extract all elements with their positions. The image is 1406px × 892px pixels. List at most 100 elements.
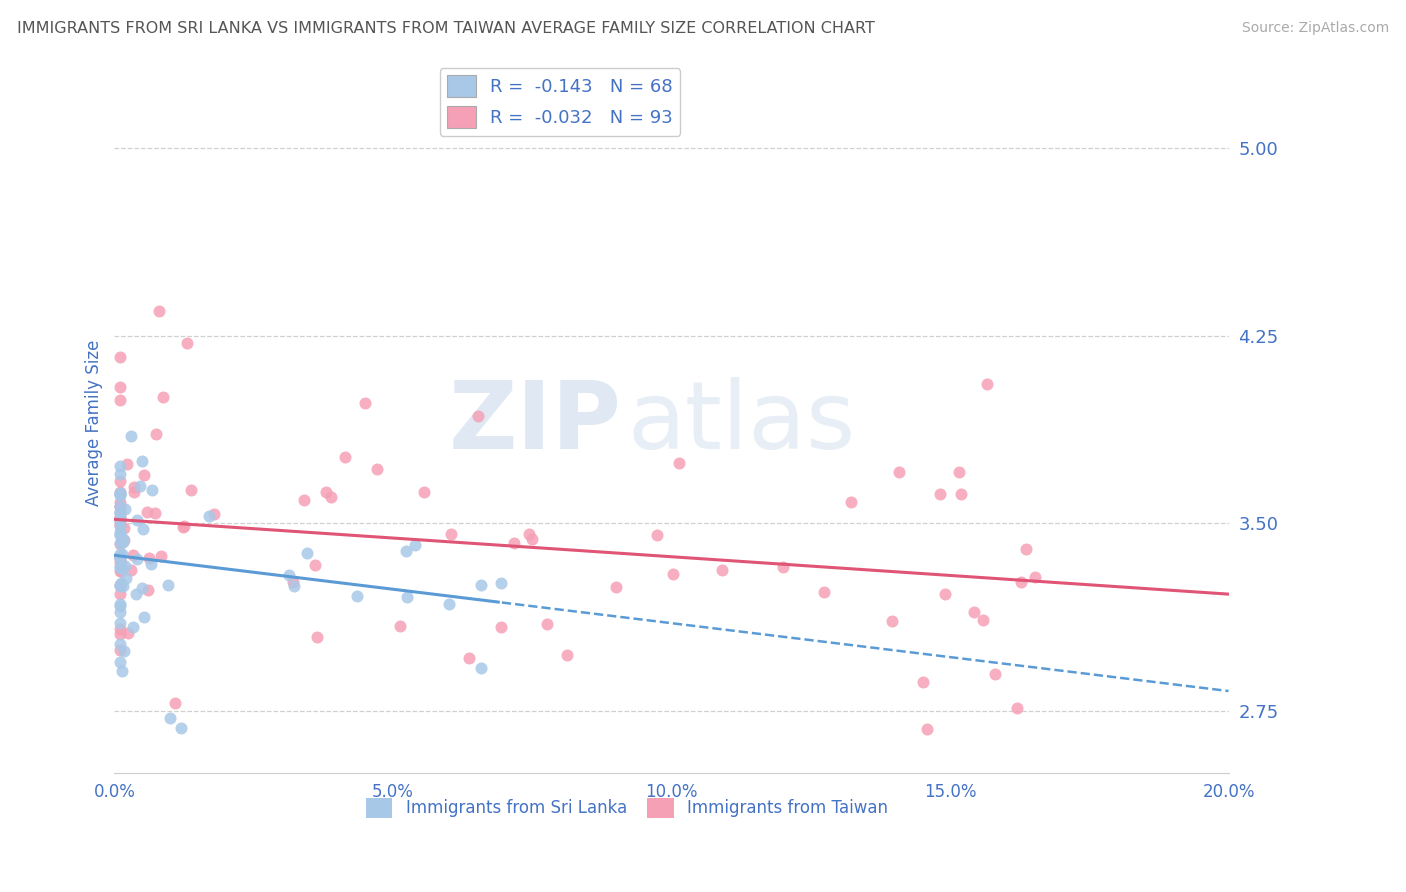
Point — [108, 487, 131, 501]
Point — [1010, 575, 1032, 590]
Point — [108, 622, 131, 636]
Point — [108, 559, 131, 574]
Point — [536, 616, 558, 631]
Point — [108, 517, 131, 532]
Point — [180, 483, 202, 498]
Point — [292, 492, 315, 507]
Point — [108, 499, 131, 513]
Point — [145, 427, 167, 442]
Point — [108, 616, 131, 631]
Point — [108, 549, 131, 564]
Point — [489, 576, 512, 591]
Point — [346, 589, 368, 603]
Point — [772, 559, 794, 574]
Point — [108, 642, 131, 657]
Point — [108, 549, 131, 563]
Point — [114, 558, 136, 573]
Point — [108, 578, 131, 592]
Point — [108, 514, 131, 528]
Point — [108, 467, 131, 481]
Point — [139, 558, 162, 572]
Point — [108, 637, 131, 651]
Point — [412, 485, 434, 500]
Point — [108, 551, 131, 566]
Point — [114, 502, 136, 516]
Point — [132, 609, 155, 624]
Point — [108, 550, 131, 565]
Point — [149, 549, 172, 563]
Point — [125, 513, 148, 527]
Point — [517, 527, 540, 541]
Point — [131, 582, 153, 596]
Point — [108, 561, 131, 575]
Point — [108, 605, 131, 619]
Point — [163, 696, 186, 710]
Point — [108, 627, 131, 641]
Point — [108, 513, 131, 527]
Point — [491, 620, 513, 634]
Point — [108, 510, 131, 524]
Point — [711, 563, 734, 577]
Point — [305, 630, 328, 644]
Point — [110, 564, 132, 578]
Point — [963, 605, 986, 619]
Point — [108, 380, 131, 394]
Point — [108, 505, 131, 519]
Point — [108, 579, 131, 593]
Point — [458, 651, 481, 665]
Point — [470, 578, 492, 592]
Point — [131, 454, 153, 468]
Point — [502, 536, 524, 550]
Point — [135, 505, 157, 519]
Point — [948, 465, 970, 479]
Point — [111, 532, 134, 546]
Text: ZIP: ZIP — [449, 377, 621, 469]
Point — [934, 587, 956, 601]
Point — [108, 486, 131, 500]
Point — [198, 509, 221, 524]
Point — [928, 486, 950, 500]
Point — [108, 525, 131, 540]
Text: atlas: atlas — [627, 377, 855, 469]
Point — [467, 409, 489, 424]
Y-axis label: Average Family Size: Average Family Size — [86, 340, 103, 507]
Point — [108, 393, 131, 408]
Point — [159, 711, 181, 725]
Point — [972, 613, 994, 627]
Point — [202, 507, 225, 521]
Point — [111, 579, 134, 593]
Point — [668, 456, 690, 470]
Point — [949, 486, 972, 500]
Point — [124, 479, 146, 493]
Point — [138, 550, 160, 565]
Text: Source: ZipAtlas.com: Source: ZipAtlas.com — [1241, 21, 1389, 36]
Point — [111, 561, 134, 575]
Text: IMMIGRANTS FROM SRI LANKA VS IMMIGRANTS FROM TAIWAN AVERAGE FAMILY SIZE CORRELAT: IMMIGRANTS FROM SRI LANKA VS IMMIGRANTS … — [17, 21, 875, 37]
Point — [136, 583, 159, 598]
Point — [156, 578, 179, 592]
Point — [108, 537, 131, 551]
Point — [1015, 541, 1038, 556]
Point — [141, 483, 163, 497]
Point — [976, 377, 998, 392]
Point — [108, 517, 131, 532]
Point — [132, 522, 155, 536]
Point — [1024, 570, 1046, 584]
Point — [278, 567, 301, 582]
Point — [108, 564, 131, 578]
Point — [839, 495, 862, 509]
Point — [108, 536, 131, 550]
Point — [110, 575, 132, 590]
Point — [661, 567, 683, 582]
Point — [143, 506, 166, 520]
Point — [122, 548, 145, 562]
Point — [813, 585, 835, 599]
Point — [108, 458, 131, 473]
Point — [108, 587, 131, 601]
Point — [354, 396, 377, 410]
Point — [108, 519, 131, 533]
Point — [108, 655, 131, 669]
Point — [173, 519, 195, 533]
Point — [404, 537, 426, 551]
Point — [108, 475, 131, 489]
